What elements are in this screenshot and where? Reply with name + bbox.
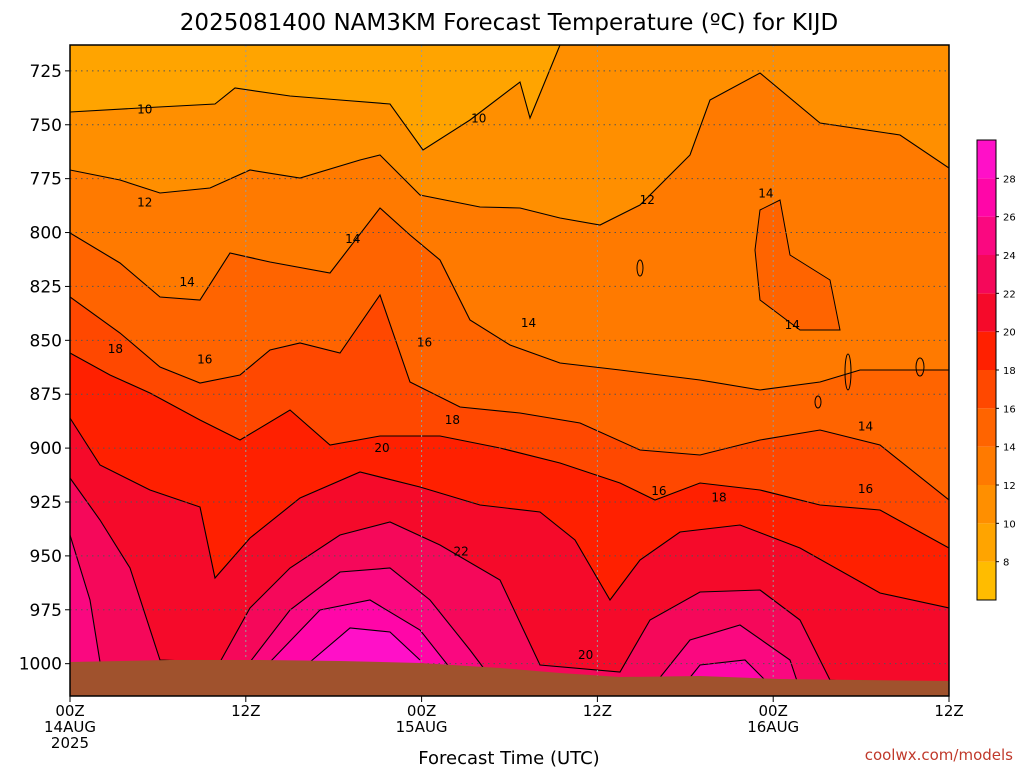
chart-title: 2025081400 NAM3KM Forecast Temperature (… bbox=[180, 10, 838, 36]
colorbar-tick-label: 20 bbox=[1003, 328, 1016, 339]
y-tick-label: 925 bbox=[30, 493, 62, 513]
contour-label: 22 bbox=[454, 545, 469, 559]
colorbar-tick-label: 22 bbox=[1003, 289, 1016, 300]
x-tick-label: 00Z bbox=[759, 702, 788, 720]
temperature-bands bbox=[70, 45, 949, 696]
colorbar-bin bbox=[977, 293, 996, 332]
contour-label: 14 bbox=[180, 275, 195, 289]
x-tick-label: 00Z bbox=[407, 702, 436, 720]
small-contour-3 bbox=[844, 353, 852, 391]
contour-label: 14 bbox=[345, 232, 360, 246]
contour-label: 16 bbox=[197, 353, 212, 367]
colorbar-bin bbox=[977, 370, 996, 409]
y-tick-label: 825 bbox=[30, 277, 62, 297]
isotherm-16 bbox=[70, 293, 949, 501]
contour-label: 18 bbox=[108, 342, 123, 356]
colorbar-tick-label: 28 bbox=[1003, 174, 1016, 185]
isotherm-28 bbox=[309, 627, 421, 663]
colorbar-bin bbox=[977, 485, 996, 524]
contour-label: 14 bbox=[758, 187, 773, 201]
small-contour-0 bbox=[636, 259, 644, 277]
x-tick-label: 14AUG bbox=[44, 718, 96, 736]
y-tick-label: 850 bbox=[30, 331, 62, 351]
contour-label: 14 bbox=[521, 316, 536, 330]
y-tick-label: 900 bbox=[30, 439, 62, 459]
y-tick-label: 975 bbox=[30, 601, 62, 621]
colorbar: 8 10 12 14 16 18 20 22 24 26 28 bbox=[976, 139, 1016, 601]
isotherm-20 bbox=[70, 417, 949, 609]
band-24 bbox=[70, 535, 800, 696]
x-tick-label: 12Z bbox=[934, 702, 963, 720]
isotherm-10 bbox=[70, 45, 949, 151]
y-axis: 725 750 775 800 825 850 875 900 925 950 975 1000 bbox=[19, 62, 70, 675]
contour-label: 10 bbox=[137, 103, 152, 117]
colorbar-bin bbox=[977, 408, 996, 447]
colorbar-bin bbox=[977, 178, 996, 217]
colorbar-bin bbox=[977, 331, 996, 370]
isotherm-14 bbox=[70, 207, 949, 391]
small-contour-2 bbox=[915, 357, 925, 377]
contour-labels: 10 10 12 12 14 14 14 14 14 14 16 16 16 16 18 18 18 20 20 22 bbox=[108, 103, 873, 662]
isotherm-18 bbox=[70, 352, 949, 549]
grid-lines bbox=[70, 45, 949, 696]
x-tick-label: 16AUG bbox=[747, 718, 799, 736]
isotherm-22 bbox=[70, 477, 949, 691]
credit-link[interactable]: coolwx.com/models bbox=[865, 746, 1013, 764]
y-tick-label: 875 bbox=[30, 385, 62, 405]
colorbar-tick-label: 10 bbox=[1003, 519, 1016, 530]
contour-label: 12 bbox=[137, 195, 152, 209]
y-tick-label: 725 bbox=[30, 62, 62, 82]
x-tick-label: 00Z bbox=[55, 702, 84, 720]
colorbar-bin bbox=[977, 216, 996, 255]
contour-label: 18 bbox=[445, 413, 460, 427]
contour-label: 16 bbox=[651, 484, 666, 498]
colorbar-bin bbox=[977, 255, 996, 294]
closed-14-contour bbox=[754, 199, 841, 331]
colorbar-bin bbox=[977, 561, 996, 600]
contour-label: 14 bbox=[858, 420, 873, 434]
contour-label: 18 bbox=[711, 491, 726, 505]
colorbar-tick-label: 14 bbox=[1003, 443, 1016, 454]
colorbar-tick-label: 8 bbox=[1003, 558, 1009, 569]
y-tick-label: 750 bbox=[30, 116, 62, 136]
colorbar-tick-label: 26 bbox=[1003, 213, 1016, 224]
contour-label: 12 bbox=[640, 193, 655, 207]
ground-surface bbox=[70, 660, 949, 696]
colorbar-tick-label: 18 bbox=[1003, 366, 1016, 377]
colorbar-bin bbox=[977, 140, 996, 179]
contour-label: 20 bbox=[578, 648, 593, 662]
y-tick-label: 1000 bbox=[19, 655, 62, 675]
contour-label: 20 bbox=[374, 441, 389, 455]
contour-label: 16 bbox=[858, 482, 873, 496]
y-tick-label: 800 bbox=[30, 224, 62, 244]
contour-label: 10 bbox=[471, 111, 486, 125]
isotherm-12 bbox=[70, 72, 949, 226]
small-contour-1 bbox=[814, 395, 822, 409]
y-tick-label: 775 bbox=[30, 170, 62, 190]
plot-area: 10 10 12 12 14 14 14 14 14 14 16 16 16 16 18 18 18 20 20 22 bbox=[70, 45, 949, 696]
x-tick-label: 2025 bbox=[51, 734, 89, 752]
x-axis-label: Forecast Time (UTC) bbox=[418, 748, 599, 768]
y-tick-label: 950 bbox=[30, 547, 62, 567]
colorbar-bin bbox=[977, 446, 996, 485]
contour-label: 16 bbox=[417, 335, 432, 349]
contour-label: 14 bbox=[785, 318, 800, 332]
x-tick-label: 12Z bbox=[231, 702, 260, 720]
colorbar-tick-label: 12 bbox=[1003, 481, 1016, 492]
colorbar-bin bbox=[977, 523, 996, 562]
x-tick-label: 15AUG bbox=[396, 718, 448, 736]
colorbar-tick-label: 24 bbox=[1003, 251, 1016, 262]
plot-frame bbox=[69, 44, 950, 697]
colorbar-tick-label: 16 bbox=[1003, 404, 1016, 415]
x-tick-label: 12Z bbox=[583, 702, 612, 720]
